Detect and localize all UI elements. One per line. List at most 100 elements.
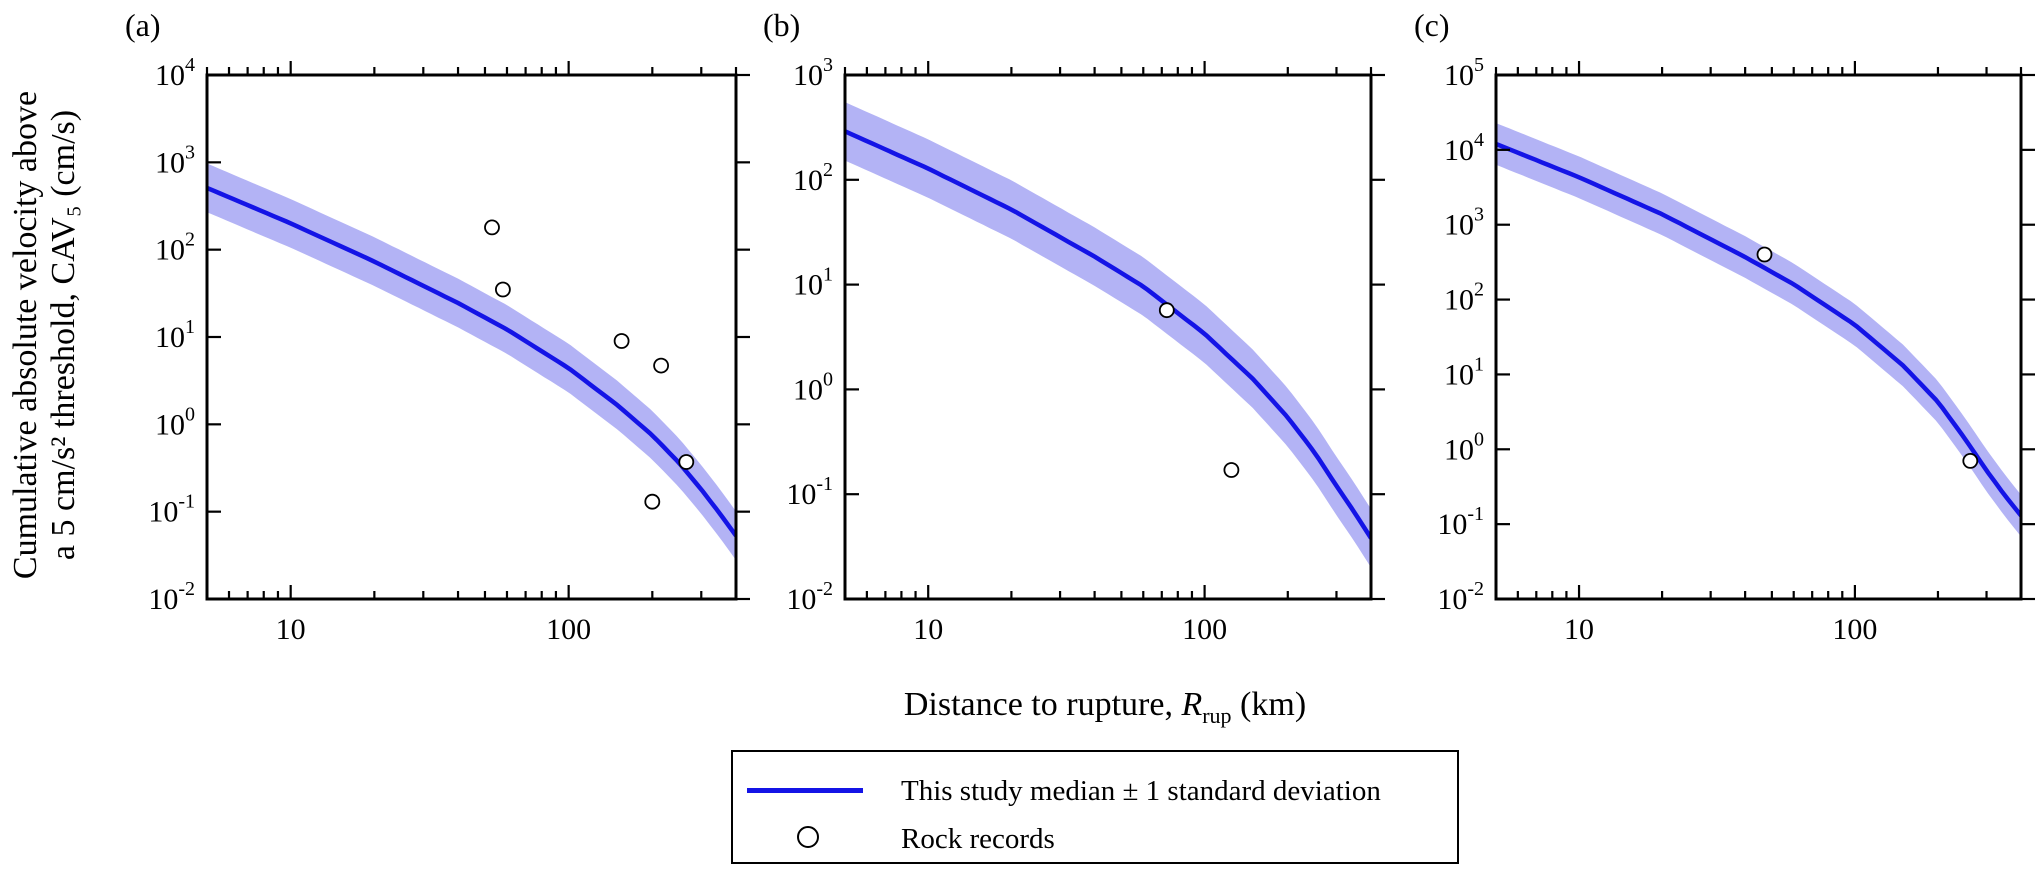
y-tick-exponent: 1	[1474, 353, 1484, 375]
std-deviation-band	[845, 102, 1371, 568]
legend: This study median ± 1 standard deviation…	[731, 750, 1459, 864]
y-tick-exponent: -1	[178, 491, 195, 513]
x-tick-label: 100	[1832, 613, 1877, 646]
y-tick-exponent: 4	[1474, 129, 1484, 151]
legend-item-median: This study median ± 1 standard deviation	[733, 770, 1457, 810]
y-tick-exponent: 4	[185, 54, 195, 76]
y-tick-base: 10	[1444, 59, 1474, 92]
rock-record-point	[653, 357, 669, 374]
y-tick-exponent: 0	[1474, 428, 1484, 450]
rock-record-point	[644, 493, 661, 510]
y-tick-label: 10-2	[148, 578, 195, 616]
y-tick-label: 100	[1444, 428, 1484, 466]
y-tick-base: 10	[1444, 134, 1474, 167]
legend-records-label: Rock records	[901, 823, 1055, 855]
y-tick-label: 105	[1444, 54, 1484, 92]
y-tick-exponent: 2	[185, 229, 195, 251]
std-deviation-band	[1496, 123, 2021, 537]
y-tick-label: 103	[793, 54, 833, 92]
y-tick-label: 102	[1444, 279, 1484, 317]
plot-frame	[1494, 73, 2023, 601]
median-line	[1496, 141, 2021, 518]
y-tick-base: 10	[786, 478, 816, 511]
x-axis-label-subscript: rup	[1202, 703, 1231, 728]
median-line	[207, 185, 736, 538]
panel-label: (b)	[763, 7, 800, 43]
y-tick-exponent: 3	[823, 54, 833, 76]
y-tick-base: 10	[155, 146, 185, 179]
y-tick-base: 10	[155, 234, 185, 267]
rock-record-point	[1158, 302, 1175, 319]
rock-record-point	[1223, 462, 1240, 478]
y-tick-label: 100	[793, 368, 833, 406]
y-tick-exponent: 3	[185, 141, 195, 163]
y-tick-exponent: -2	[178, 578, 195, 600]
y-tick-exponent: -1	[1467, 503, 1484, 525]
y-tick-base: 10	[1444, 358, 1474, 391]
y-tick-base: 10	[155, 321, 185, 354]
y-tick-base: 10	[793, 269, 823, 302]
y-tick-base: 10	[148, 496, 178, 529]
x-tick-label: 100	[546, 613, 591, 646]
y-axis-label-line-2: a 5 cm/s² threshold, CAV₅ (cm/s)	[45, 110, 82, 560]
y-tick-base: 10	[148, 583, 178, 616]
rock-record-point	[613, 333, 630, 349]
y-tick-base: 10	[1444, 284, 1474, 317]
x-tick-label: 10	[276, 613, 306, 646]
y-axis-label: Cumulative absolute velocity above a 5 c…	[7, 91, 82, 579]
panel-label: (c)	[1414, 7, 1450, 43]
y-tick-exponent: -2	[1467, 578, 1484, 600]
legend-median-label: This study median ± 1 standard deviation	[901, 775, 1381, 807]
x-axis-label-prefix: Distance to rupture,	[904, 686, 1182, 723]
y-tick-label: 102	[155, 229, 195, 267]
y-tick-label: 103	[155, 141, 195, 179]
plot-frame	[843, 73, 1373, 601]
legend-item-rock-records: Rock records	[733, 818, 1457, 858]
x-axis-label-suffix: (km)	[1232, 686, 1307, 723]
y-tick-base: 10	[1444, 209, 1474, 242]
rock-record-point	[678, 454, 695, 470]
legend-line-swatch	[747, 788, 863, 793]
y-tick-exponent: 1	[185, 316, 195, 338]
y-tick-base: 10	[793, 373, 823, 406]
y-tick-label: 10-2	[786, 578, 833, 616]
std-deviation-band	[207, 163, 736, 561]
y-tick-base: 10	[1437, 508, 1467, 541]
y-tick-base: 10	[1444, 433, 1474, 466]
plot-frame	[205, 73, 738, 601]
y-tick-label: 10-1	[1437, 503, 1484, 541]
rock-record-point	[1756, 246, 1773, 263]
y-tick-exponent: 0	[185, 403, 195, 425]
rock-record-point	[484, 219, 500, 236]
y-tick-base: 10	[793, 164, 823, 197]
y-tick-exponent: -2	[816, 578, 833, 600]
y-tick-label: 102	[793, 159, 833, 197]
y-tick-label: 100	[155, 403, 195, 441]
median-line	[845, 129, 1371, 540]
x-axis-label-symbol: R	[1180, 686, 1202, 723]
rock-record-point	[494, 281, 511, 298]
panel-label: (a)	[125, 7, 161, 43]
rock-record-point	[1962, 452, 1979, 469]
y-tick-exponent: -1	[816, 473, 833, 495]
y-tick-label: 101	[793, 264, 833, 302]
y-tick-label: 10-1	[148, 491, 195, 529]
y-tick-label: 103	[1444, 204, 1484, 242]
x-tick-label: 10	[913, 613, 943, 646]
legend-circle-marker	[797, 826, 819, 848]
y-axis-label-line-1: Cumulative absolute velocity above	[7, 91, 44, 579]
x-axis-label: Distance to rupture, Rrup (km)	[904, 686, 1306, 728]
x-tick-label: 10	[1564, 613, 1594, 646]
y-tick-base: 10	[793, 59, 823, 92]
y-tick-base: 10	[1437, 583, 1467, 616]
y-tick-exponent: 0	[823, 368, 833, 390]
y-tick-base: 10	[155, 408, 185, 441]
y-tick-base: 10	[786, 583, 816, 616]
y-tick-label: 104	[1444, 129, 1484, 167]
y-tick-label: 10-2	[1437, 578, 1484, 616]
